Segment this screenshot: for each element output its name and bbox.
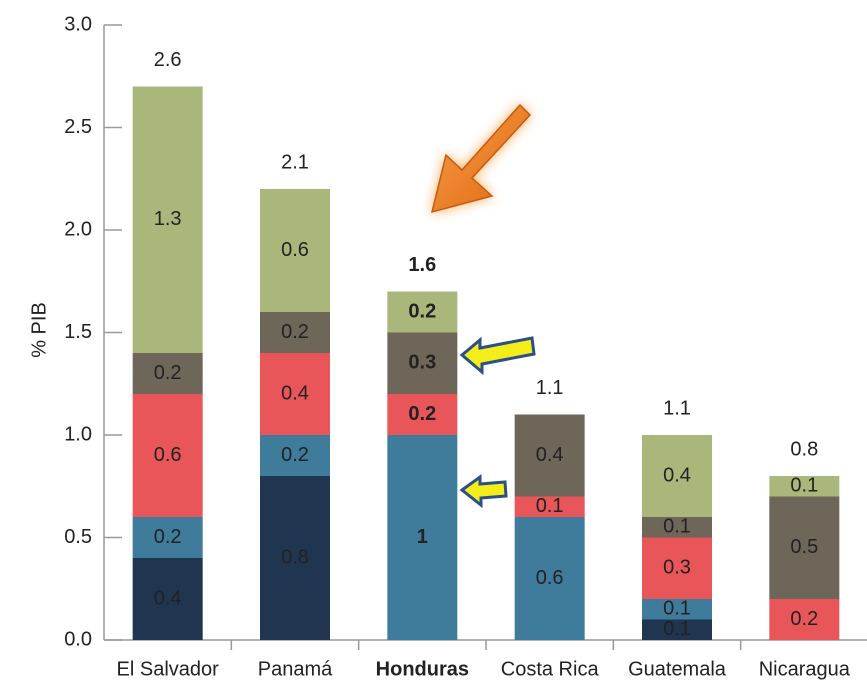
- value-label: 1: [417, 526, 428, 548]
- y-tick-label: 3.0: [64, 13, 92, 35]
- total-label: 0.8: [790, 438, 818, 460]
- y-tick-label: 2.5: [64, 116, 92, 138]
- yellow-arrow: [459, 474, 508, 509]
- bar-segment: [642, 435, 712, 517]
- value-label: 0.2: [281, 321, 309, 343]
- value-label: 0.1: [663, 618, 691, 640]
- bar-segment: [769, 476, 840, 497]
- y-tick-label: 0.5: [64, 526, 92, 548]
- total-label: 1.1: [536, 377, 564, 399]
- total-label: 2.1: [281, 151, 309, 173]
- y-axis-label: % PIB: [28, 302, 50, 358]
- orange-arrow: [430, 103, 532, 214]
- bar-segment: [514, 517, 585, 640]
- value-label: 0.1: [536, 495, 564, 517]
- bar-segment: [387, 332, 458, 394]
- x-tick-label: Honduras: [376, 658, 469, 680]
- value-label: 0.6: [154, 444, 182, 466]
- value-label: 0.3: [663, 557, 691, 579]
- value-label: 0.2: [408, 403, 436, 425]
- y-tick-label: 1.0: [64, 423, 92, 445]
- value-label: 0.1: [663, 516, 691, 538]
- value-label: 0.6: [281, 239, 309, 261]
- value-label: 0.2: [154, 526, 182, 548]
- bar-segment: [642, 599, 712, 620]
- value-label: 0.2: [790, 608, 818, 630]
- bar-segment: [642, 517, 712, 538]
- bar-segment: [260, 312, 330, 353]
- x-tick-label: Panamá: [258, 658, 333, 680]
- y-tick-label: 2.0: [64, 218, 92, 240]
- bar-segment: [642, 537, 712, 599]
- value-label: 0.2: [408, 300, 436, 322]
- total-label: 1.6: [408, 254, 436, 276]
- bar-segment: [769, 496, 840, 599]
- y-tick-label: 1.5: [64, 321, 92, 343]
- value-label: 0.4: [536, 444, 564, 466]
- value-label: 0.4: [663, 464, 691, 486]
- bar-segment: [132, 86, 203, 353]
- value-label: 0.1: [663, 598, 691, 620]
- bar-segment: [769, 599, 840, 640]
- total-label: 1.1: [663, 397, 691, 419]
- x-tick-label: El Salvador: [117, 658, 220, 680]
- bar-segment: [132, 558, 203, 640]
- bar-segment: [387, 394, 458, 435]
- value-label: 0.2: [281, 444, 309, 466]
- bar-segment: [514, 496, 585, 517]
- value-label: 0.3: [408, 352, 436, 374]
- value-label: 0.2: [154, 362, 182, 384]
- yellow-arrow: [459, 336, 536, 376]
- value-label: 0.1: [790, 475, 818, 497]
- value-label: 0.6: [536, 567, 564, 589]
- value-label: 0.4: [281, 382, 309, 404]
- bar-segment: [260, 435, 330, 476]
- bar-segment: [132, 394, 203, 517]
- y-tick-label: 0.0: [64, 628, 92, 650]
- value-label: 1.3: [154, 208, 182, 230]
- value-label: 0.4: [154, 587, 182, 609]
- bar-segment: [132, 517, 203, 558]
- x-tick-label: Guatemala: [628, 658, 727, 680]
- x-tick-label: Nicaragua: [759, 658, 851, 680]
- plot: 0.0 0.5 1.0 1.5 2.0 2.5 3.0 El Salvador 0.4 0.2 0.…: [64, 13, 867, 680]
- bar-segment: [642, 619, 712, 640]
- value-label: 0.5: [790, 536, 818, 558]
- bar-segment: [260, 189, 330, 312]
- bar-segment: [514, 414, 585, 497]
- x-tick-label: Costa Rica: [501, 658, 600, 680]
- bar-segment: [387, 291, 458, 333]
- bar-segment: [260, 353, 330, 435]
- value-label: 0.8: [281, 546, 309, 568]
- total-label: 2.6: [154, 49, 182, 71]
- bar-segment: [260, 476, 330, 640]
- bar-segment: [387, 435, 458, 640]
- bar-segment: [132, 353, 203, 394]
